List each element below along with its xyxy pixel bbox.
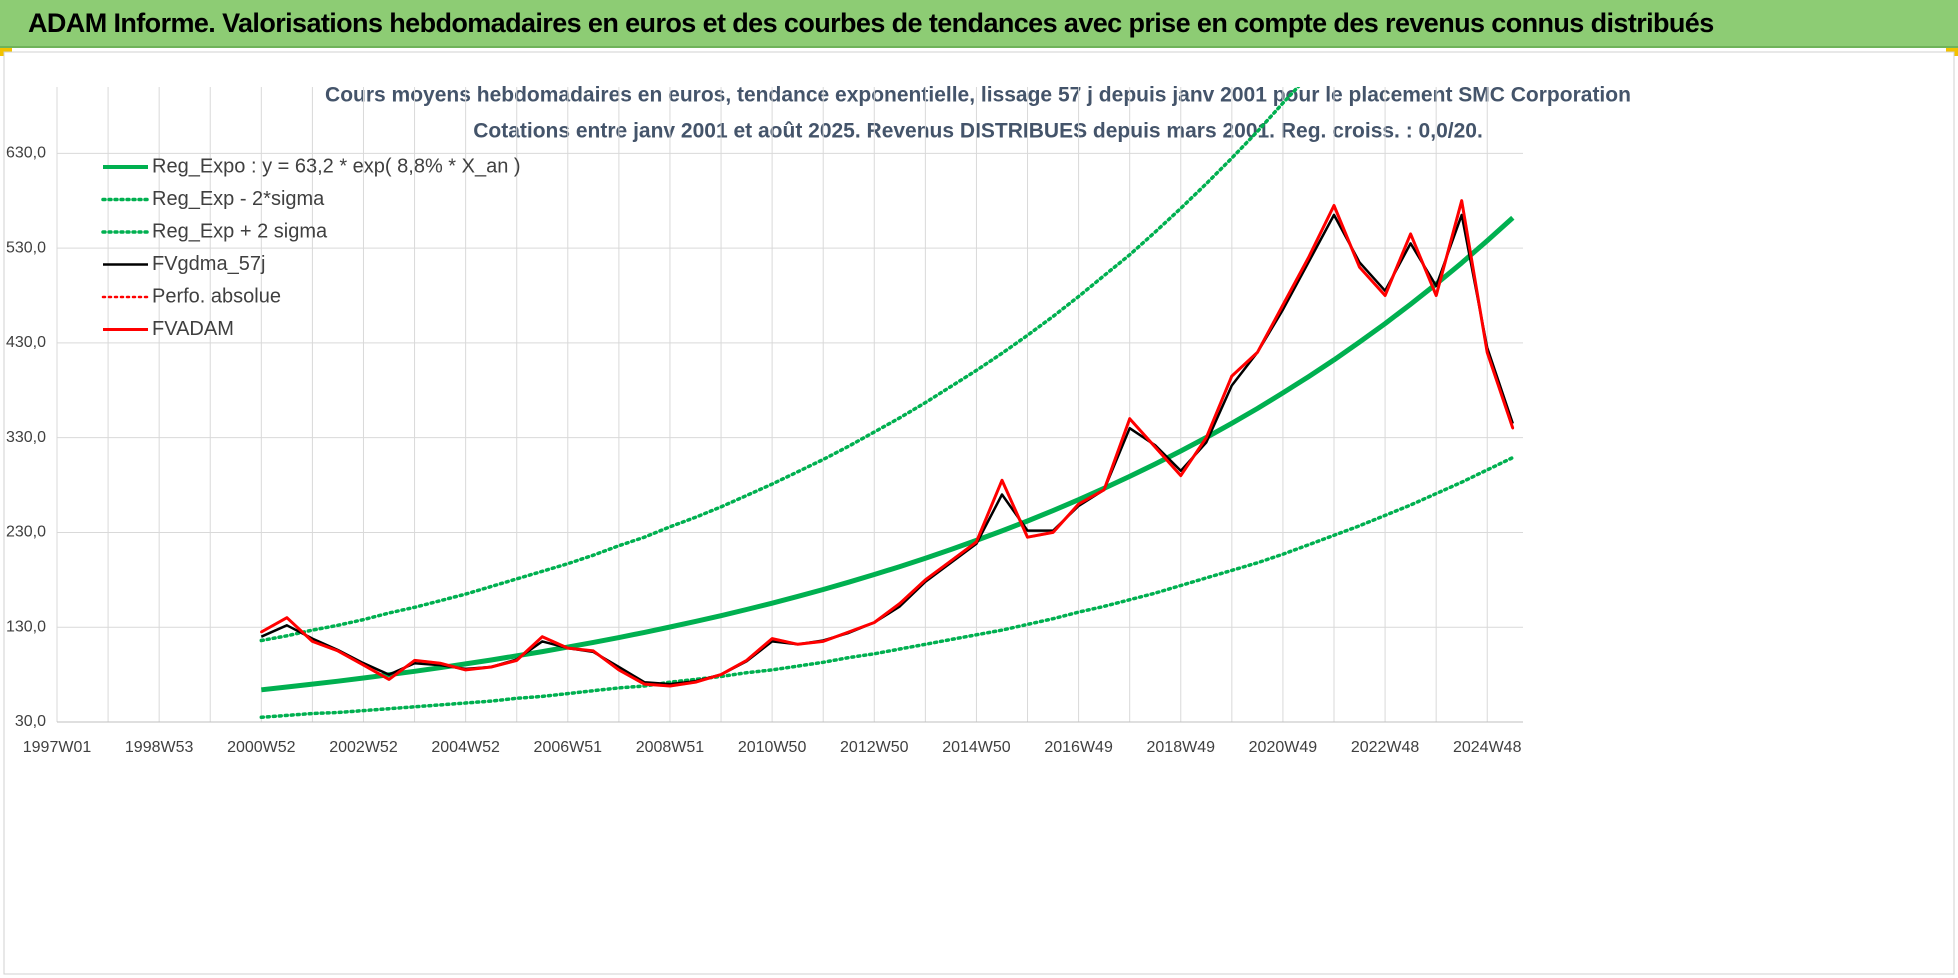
legend-label: FVADAM xyxy=(152,318,234,340)
x-tick-label: 1997W01 xyxy=(23,739,92,756)
x-tick-label: 2014W50 xyxy=(942,739,1011,756)
legend-label: Perfo. absolue xyxy=(152,285,281,307)
series-line xyxy=(259,455,1515,720)
x-tick-label: 2006W51 xyxy=(534,739,603,756)
legend-label: Reg_Exp + 2 sigma xyxy=(152,220,328,242)
x-tick-label: 2022W48 xyxy=(1351,739,1420,756)
series-line xyxy=(259,87,1301,643)
legend-label: Reg_Expo : y = 63,2 * exp( 8,8% * X_an ) xyxy=(152,155,521,177)
y-tick-label: 130,0 xyxy=(6,618,46,635)
x-tick-label: 2010W50 xyxy=(738,739,807,756)
y-tick-label: 30,0 xyxy=(15,713,46,730)
plot-area xyxy=(259,87,1515,720)
legend-label: FVgdma_57j xyxy=(152,253,265,275)
y-tick-label: 530,0 xyxy=(6,239,46,256)
x-tick-label: 2000W52 xyxy=(227,739,296,756)
x-tick-label: 2012W50 xyxy=(840,739,909,756)
x-tick-label: 2016W49 xyxy=(1044,739,1113,756)
y-tick-label: 230,0 xyxy=(6,524,46,541)
x-tick-label: 1998W53 xyxy=(125,739,194,756)
x-tick-label: 2008W51 xyxy=(636,739,705,756)
x-tick-label: 2024W48 xyxy=(1453,739,1522,756)
series-line xyxy=(261,215,1515,693)
series-line xyxy=(260,199,1515,688)
x-tick-label: 2018W49 xyxy=(1147,739,1216,756)
chart-frame xyxy=(3,51,1955,975)
chart: Cours moyens hebdomadaires en euros, ten… xyxy=(3,51,1955,975)
x-tick-label: 2020W49 xyxy=(1249,739,1318,756)
y-tick-label: 430,0 xyxy=(6,334,46,351)
y-tick-label: 630,0 xyxy=(6,145,46,162)
x-tick-label: 2004W52 xyxy=(431,739,500,756)
x-tick-label: 2002W52 xyxy=(329,739,398,756)
legend-label: Reg_Exp - 2*sigma xyxy=(152,188,325,210)
chart-title: Cours moyens hebdomadaires en euros, ten… xyxy=(325,84,1631,107)
chart-subtitle: Cotations entre janv 2001 et août 2025. … xyxy=(473,120,1483,143)
y-tick-label: 330,0 xyxy=(6,429,46,446)
header: ADAM Informe. Valorisations hebdomadaire… xyxy=(0,0,1958,48)
header-title: ADAM Informe. Valorisations hebdomadaire… xyxy=(28,8,1714,38)
